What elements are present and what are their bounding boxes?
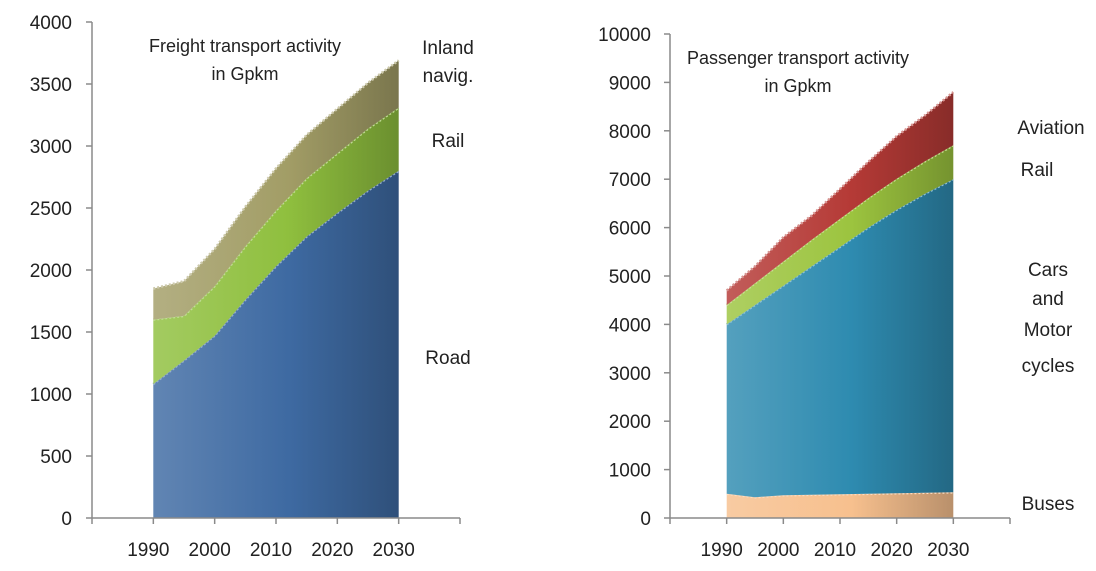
area-edge-inland-navig- (153, 59, 400, 290)
area-cars-and-motor-cycles (726, 179, 954, 498)
chart-panel-1: 0 500 1000 1500 2000 2500 3000 3500 4000 1990 2000… (30, 13, 474, 561)
y-tick-label: 3000 (609, 364, 651, 385)
y-tick-label: 500 (40, 447, 72, 468)
area-buses (726, 492, 954, 518)
y-tick-label: 0 (61, 509, 72, 530)
y-tick-label: 1500 (30, 323, 72, 344)
y-tick-label: 1000 (609, 461, 651, 482)
area-aviation (726, 92, 954, 305)
x-tick-label: 2030 (373, 540, 415, 561)
y-tick-label: 2000 (30, 261, 72, 282)
series-label: and (1032, 289, 1064, 310)
series-label: cycles (1022, 356, 1075, 377)
area-inland-navig- (153, 60, 399, 320)
x-tick-label: 2020 (871, 540, 913, 561)
series-label: navig. (423, 66, 474, 87)
series-label: Rail (432, 131, 465, 152)
area-road (153, 170, 399, 519)
y-tick-label: 10000 (598, 25, 651, 46)
area-edge-aviation (725, 91, 955, 292)
chart-title-line: Freight transport activity (149, 36, 341, 56)
series-label: Motor (1024, 320, 1073, 341)
series-label: Road (425, 348, 470, 369)
series-label: Aviation (1017, 118, 1084, 139)
x-tick-label: 1990 (701, 540, 743, 561)
x-tick-label: 2010 (250, 540, 292, 561)
chart-title-line: Passenger transport activity (687, 48, 909, 68)
series-label: Buses (1022, 494, 1075, 515)
y-tick-label: 9000 (609, 73, 651, 94)
y-tick-label: 5000 (609, 267, 651, 288)
y-tick-label: 3500 (30, 75, 72, 96)
y-tick-label: 7000 (609, 170, 651, 191)
y-tick-label: 2500 (30, 199, 72, 220)
y-tick-label: 6000 (609, 219, 651, 240)
x-tick-label: 2020 (311, 540, 353, 561)
y-tick-label: 4000 (609, 315, 651, 336)
y-tick-label: 3000 (30, 137, 72, 158)
x-tick-label: 2000 (189, 540, 231, 561)
y-tick-label: 0 (640, 509, 651, 530)
series-label: Inland (422, 38, 474, 59)
x-tick-label: 2030 (927, 540, 969, 561)
y-tick-label: 2000 (609, 412, 651, 433)
area-rail (153, 107, 399, 385)
chart-title-line: in Gpkm (764, 76, 831, 96)
chart-title-line: in Gpkm (211, 64, 278, 84)
chart-panel-2: 0 1000 2000 3000 4000 5000 6000 7000 8000 9000 100… (598, 25, 1084, 561)
y-tick-label: 8000 (609, 122, 651, 143)
x-tick-label: 2010 (814, 540, 856, 561)
x-tick-label: 1990 (127, 540, 169, 561)
y-tick-label: 4000 (30, 13, 72, 34)
y-tick-label: 1000 (30, 385, 72, 406)
series-label: Rail (1021, 160, 1054, 181)
area-rail (726, 145, 954, 325)
series-label: Cars (1028, 260, 1068, 281)
x-tick-label: 2000 (757, 540, 799, 561)
